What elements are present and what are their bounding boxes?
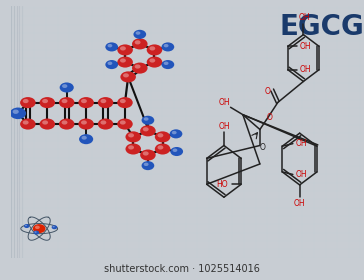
Circle shape: [107, 44, 112, 47]
Text: OH: OH: [296, 139, 307, 148]
Circle shape: [81, 99, 87, 103]
Circle shape: [120, 99, 126, 103]
Circle shape: [140, 125, 156, 136]
Text: OH: OH: [219, 98, 231, 107]
Circle shape: [155, 143, 170, 155]
Circle shape: [33, 224, 46, 233]
Circle shape: [170, 147, 183, 156]
Circle shape: [62, 84, 67, 88]
Circle shape: [24, 224, 29, 228]
Circle shape: [158, 133, 163, 137]
Circle shape: [23, 120, 29, 125]
Circle shape: [23, 99, 29, 103]
Circle shape: [59, 97, 75, 108]
Circle shape: [155, 131, 170, 143]
Circle shape: [78, 118, 94, 130]
Circle shape: [59, 118, 75, 130]
Circle shape: [107, 62, 112, 65]
Circle shape: [42, 120, 48, 125]
Circle shape: [128, 133, 134, 137]
Circle shape: [162, 60, 174, 69]
Text: EGCG: EGCG: [279, 13, 364, 41]
Circle shape: [100, 99, 106, 103]
Circle shape: [62, 120, 67, 125]
Circle shape: [52, 225, 57, 229]
Text: OH: OH: [219, 122, 231, 131]
Circle shape: [126, 143, 141, 155]
Circle shape: [120, 59, 126, 63]
Circle shape: [20, 118, 36, 130]
Circle shape: [79, 134, 93, 144]
Circle shape: [147, 57, 162, 67]
Circle shape: [52, 226, 55, 227]
Circle shape: [132, 38, 147, 50]
Circle shape: [135, 64, 141, 69]
Text: HO: HO: [217, 180, 228, 189]
Circle shape: [82, 136, 87, 140]
Circle shape: [128, 145, 134, 150]
Circle shape: [162, 42, 174, 52]
Circle shape: [142, 161, 154, 170]
Circle shape: [117, 57, 133, 67]
Text: O: O: [260, 143, 266, 152]
Circle shape: [117, 45, 133, 55]
Circle shape: [172, 131, 177, 134]
Circle shape: [136, 31, 141, 35]
Circle shape: [173, 148, 177, 152]
Circle shape: [140, 150, 156, 161]
Circle shape: [42, 99, 48, 103]
Text: OH: OH: [296, 170, 307, 179]
Circle shape: [62, 99, 67, 103]
Circle shape: [117, 118, 133, 130]
Circle shape: [20, 97, 36, 108]
Circle shape: [126, 131, 141, 143]
Circle shape: [134, 30, 146, 39]
Circle shape: [144, 117, 149, 121]
Circle shape: [25, 225, 27, 226]
Circle shape: [33, 230, 39, 235]
Circle shape: [123, 73, 129, 78]
Text: OH: OH: [300, 65, 312, 74]
Circle shape: [40, 97, 55, 108]
Circle shape: [105, 42, 118, 52]
Circle shape: [132, 62, 147, 74]
Circle shape: [105, 60, 118, 69]
Circle shape: [98, 118, 113, 130]
Circle shape: [98, 97, 113, 108]
Text: OH: OH: [298, 13, 310, 22]
Text: OH: OH: [294, 199, 305, 208]
Circle shape: [143, 127, 149, 131]
Circle shape: [149, 59, 155, 63]
Circle shape: [100, 120, 106, 125]
Circle shape: [117, 97, 133, 108]
Circle shape: [120, 46, 126, 50]
Circle shape: [149, 46, 155, 50]
Circle shape: [147, 45, 162, 55]
Circle shape: [142, 116, 154, 125]
Circle shape: [13, 109, 19, 114]
Circle shape: [35, 226, 40, 229]
Text: O: O: [266, 113, 272, 122]
Text: O: O: [265, 87, 270, 96]
Circle shape: [158, 145, 163, 150]
Circle shape: [40, 118, 55, 130]
Circle shape: [35, 231, 37, 233]
Text: OH: OH: [300, 42, 312, 51]
Circle shape: [164, 44, 169, 47]
Circle shape: [144, 163, 149, 166]
Circle shape: [120, 71, 136, 83]
Circle shape: [60, 83, 74, 92]
Circle shape: [81, 120, 87, 125]
Circle shape: [135, 40, 141, 45]
Circle shape: [120, 120, 126, 125]
Text: shutterstock.com · 1025514016: shutterstock.com · 1025514016: [104, 264, 260, 274]
Circle shape: [78, 97, 94, 108]
Circle shape: [170, 129, 182, 138]
Circle shape: [143, 151, 149, 156]
Circle shape: [10, 108, 26, 119]
Circle shape: [164, 62, 169, 65]
